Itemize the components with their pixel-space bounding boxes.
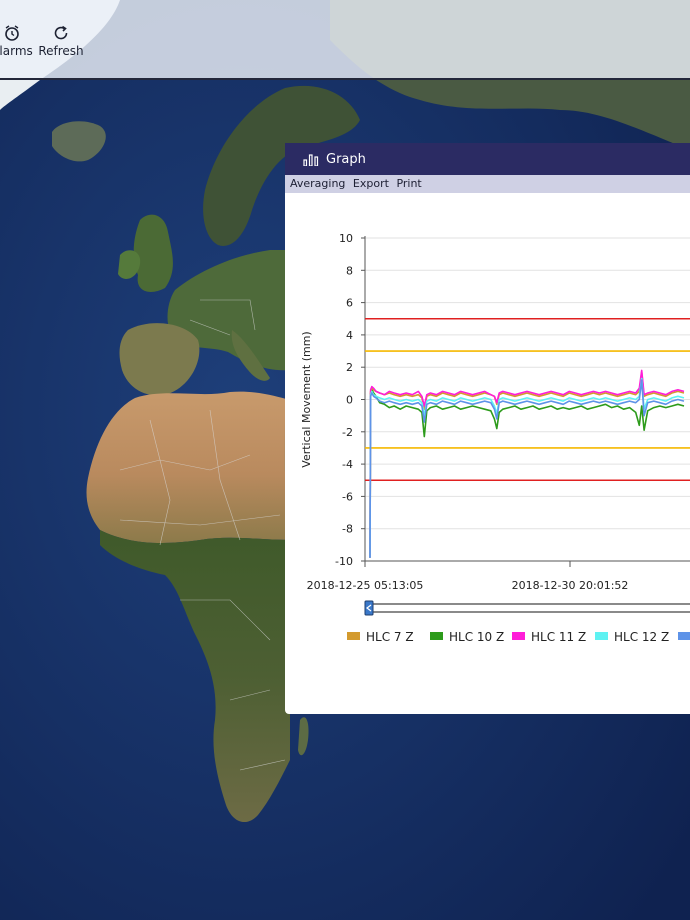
y-tick-label: -8	[342, 523, 353, 536]
italy	[231, 330, 270, 381]
y-tick-label: -2	[342, 426, 353, 439]
ireland	[118, 250, 141, 279]
britain	[133, 214, 173, 292]
bar-chart-icon	[303, 154, 319, 166]
y-tick-label: 0	[346, 394, 353, 407]
series-line-hlc-7-z	[369, 371, 685, 558]
y-tick-label: 6	[346, 297, 353, 310]
y-tick-label: -6	[342, 490, 353, 503]
country-borders	[119, 299, 286, 771]
alarms-button[interactable]: Alarms	[0, 24, 42, 58]
menu-averaging[interactable]: Averaging	[290, 177, 346, 190]
graph-window: Graph Averaging Export Print 10 8 6 4 2 0 -2 -4…	[272, 143, 690, 714]
graph-menubar: Averaging Export Print	[285, 175, 690, 193]
alarm-clock-icon	[5, 25, 19, 41]
iberia	[119, 323, 200, 396]
series-line-hlc-unlabeled	[369, 379, 685, 558]
vertical-movement-chart: 10 8 6 4 2 0 -2 -4 -6 -8 -10 Vertical Movement (mm)…	[300, 232, 690, 644]
graph-titlebar[interactable]: Graph	[285, 143, 690, 175]
y-axis-label: Vertical Movement (mm)	[300, 331, 313, 467]
y-tick-label: 4	[346, 329, 353, 342]
legend-label[interactable]: HLC 10 Z	[449, 630, 504, 644]
graph-title: Graph	[326, 152, 366, 167]
series-line-hlc-11-z	[369, 369, 685, 558]
range-slider-handle[interactable]	[364, 600, 374, 616]
legend-label[interactable]: HLC 7 Z	[366, 630, 414, 644]
iceland	[52, 121, 106, 162]
legend-swatch[interactable]	[678, 632, 690, 640]
menu-print[interactable]: Print	[396, 177, 422, 190]
legend-swatch[interactable]	[512, 632, 525, 640]
madagascar	[298, 717, 309, 756]
chevron-left-icon	[366, 604, 372, 612]
menu-export[interactable]: Export	[352, 177, 389, 190]
y-tick-label: 10	[339, 232, 353, 245]
series-line-hlc-12-z	[369, 377, 685, 558]
graph-content: 10 8 6 4 2 0 -2 -4 -6 -8 -10 Vertical Movement (mm)…	[285, 193, 690, 714]
y-tick-label: 8	[346, 264, 353, 277]
legend-label[interactable]: HLC 11 Z	[531, 630, 586, 644]
alarms-label: Alarms	[0, 44, 33, 58]
series-line-hlc-10-z	[369, 389, 685, 558]
legend-swatch[interactable]	[430, 632, 443, 640]
legend-swatch[interactable]	[595, 632, 608, 640]
refresh-button[interactable]: Refresh	[34, 24, 88, 58]
africa-south	[100, 530, 290, 823]
scandinavia	[203, 85, 360, 246]
y-tick-label: -10	[335, 555, 353, 568]
y-tick-label: -4	[342, 458, 353, 471]
refresh-label: Refresh	[38, 44, 84, 58]
x-tick-label: 2018-12-25 05:13:05	[307, 579, 424, 592]
legend-label[interactable]: HLC 12 Z	[614, 630, 669, 644]
top-toolbar: Alarms Refresh	[0, 0, 690, 80]
y-tick-label: 2	[346, 361, 353, 374]
refresh-icon	[54, 25, 68, 40]
x-tick-label: 2018-12-30 20:01:52	[512, 579, 629, 592]
europe	[167, 250, 290, 371]
sahara	[86, 391, 290, 543]
legend-swatch[interactable]	[347, 632, 360, 640]
